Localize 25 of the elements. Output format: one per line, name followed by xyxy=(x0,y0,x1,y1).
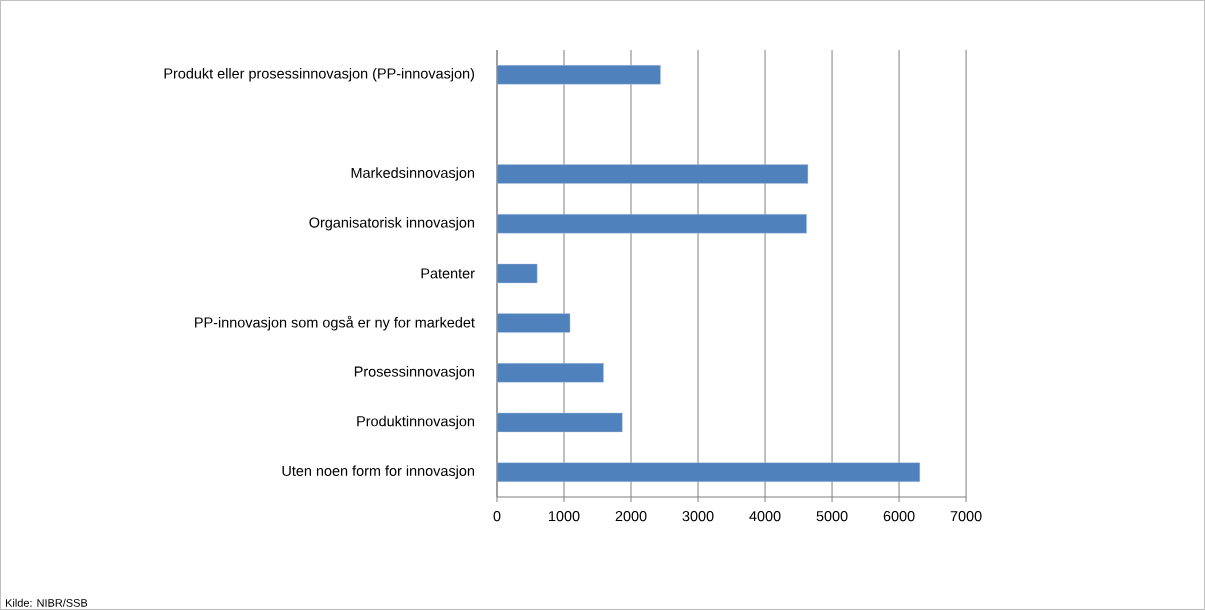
x-tick-label: 3000 xyxy=(682,511,714,522)
x-tick-label: 5000 xyxy=(816,511,848,522)
bar xyxy=(496,313,571,333)
bar xyxy=(496,462,921,482)
y-tick-label: Markedsinnovasjon xyxy=(351,167,475,181)
x-tick-label: 0 xyxy=(493,511,501,522)
bar xyxy=(496,164,809,184)
x-tick-label: 2000 xyxy=(615,511,647,522)
x-tick-label: 4000 xyxy=(749,511,781,522)
text: Kilde: NIBR/SSB xyxy=(6,598,88,607)
bar xyxy=(496,363,604,383)
bar xyxy=(496,263,538,284)
x-tick-label: 1000 xyxy=(549,511,580,522)
y-tick-label: Uten noen form for innovasjon xyxy=(282,465,474,479)
bar xyxy=(496,412,623,433)
x-tick-label: 6000 xyxy=(883,511,915,522)
y-tick-label: Produkt eller prosessinnovasjon (PP-innovasjon) xyxy=(164,68,475,82)
bar xyxy=(496,214,807,234)
y-tick-label: Patenter xyxy=(421,268,475,279)
x-tick-label: 7000 xyxy=(950,511,982,522)
bar xyxy=(496,65,661,85)
y-tick-label: Produktinnovasjon xyxy=(357,415,475,430)
y-tick-label: Organisatorisk innovasjon xyxy=(309,217,474,231)
y-tick-label: Prosessinnovasjon xyxy=(354,366,475,380)
y-tick-label: PP-innovasjon som også er ny for markedet xyxy=(195,315,475,331)
